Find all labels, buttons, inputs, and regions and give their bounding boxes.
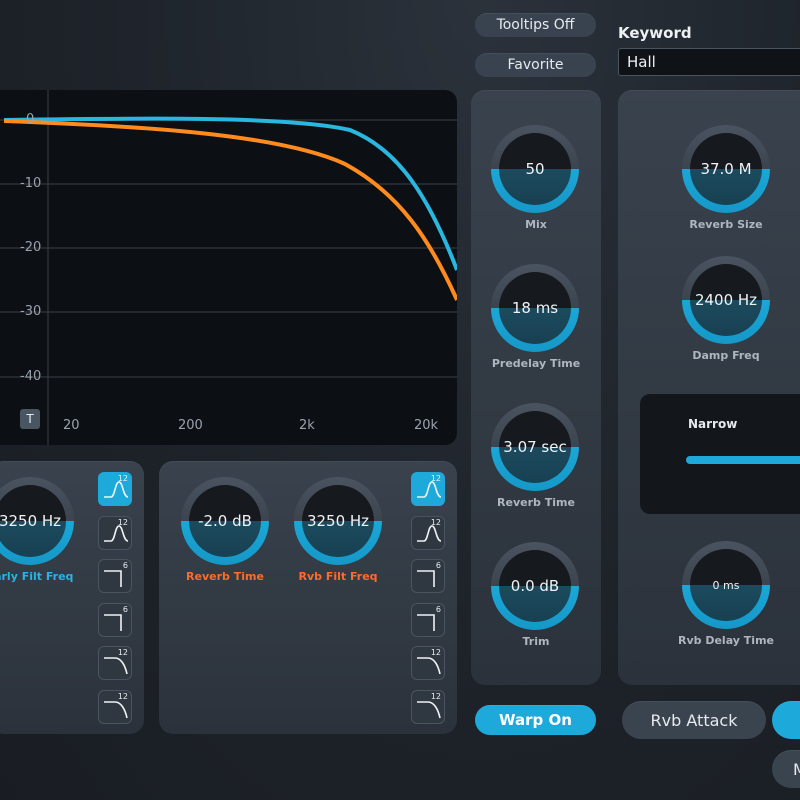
- response-curve-orange: [3, 119, 457, 301]
- keyword-label: Keyword: [618, 24, 692, 42]
- y-label-10: -10: [20, 176, 42, 191]
- predelay-time-label: Predelay Time: [491, 357, 581, 370]
- rvb-filt-freq-knob[interactable]: 3250 Hz: [294, 477, 382, 565]
- filter-order-label: 6: [435, 604, 441, 614]
- filter-order-label: 6: [122, 561, 128, 570]
- filter-shape-icon: [104, 700, 128, 718]
- mix-value: 50: [499, 133, 571, 205]
- filter-order-label: 6: [122, 604, 128, 614]
- reverb-time-knob[interactable]: 3.07 sec: [491, 403, 579, 491]
- early-filt-freq-knob[interactable]: 3250 Hz: [0, 477, 74, 565]
- early-filter-type-button-4[interactable]: 6: [98, 602, 132, 637]
- frequency-response-graph[interactable]: 0 -10 -20 -30 -40 20 200 2k 20k T: [0, 90, 457, 445]
- filter-order-label: 12: [430, 648, 441, 657]
- y-label-30: -30: [20, 304, 42, 319]
- filter-shape-icon: [417, 613, 435, 631]
- filter-shape-icon: [417, 570, 435, 587]
- filter-shape-icon: [417, 481, 442, 498]
- filter-shape-icon: [104, 481, 129, 498]
- early-filt-freq-label: Early Filt Freq: [0, 570, 74, 583]
- filter-shape-icon: [104, 524, 129, 542]
- trim-knob[interactable]: 0.0 dB: [491, 542, 579, 630]
- reverb-filter-type-button-5[interactable]: 12: [411, 646, 445, 680]
- filter-order-label: 12: [117, 474, 128, 483]
- damp-freq-knob[interactable]: 2400 Hz: [682, 256, 770, 344]
- early-filt-freq-value: 3250 Hz: [0, 485, 66, 557]
- trim-value: 0.0 dB: [499, 550, 571, 622]
- filter-shape-icon: [104, 657, 128, 675]
- rvb-delay-time-knob[interactable]: 0 ms: [682, 541, 770, 629]
- rvb-attack-button[interactable]: Rvb Attack: [622, 701, 766, 739]
- favorite-button[interactable]: Favorite: [475, 53, 596, 77]
- reverb-size-knob[interactable]: 37.0 M: [682, 125, 770, 213]
- damp-freq-value: 2400 Hz: [690, 264, 762, 336]
- reverb-size-value: 37.0 M: [690, 133, 762, 205]
- m-button[interactable]: M: [772, 750, 800, 788]
- reverb-time-gain-label: Reverb Time: [186, 570, 264, 583]
- mix-label: Mix: [525, 218, 547, 231]
- mix-knob[interactable]: 50: [491, 125, 579, 213]
- reverb-filter-type-button-6[interactable]: 12: [411, 689, 445, 724]
- filter-order-label: 12: [430, 517, 441, 527]
- accent-button[interactable]: [772, 701, 800, 739]
- filter-order-label: 12: [430, 691, 441, 701]
- filter-shape-icon: [104, 570, 122, 587]
- reverb-size-label: Reverb Size: [689, 218, 763, 231]
- filter-order-label: 12: [117, 517, 128, 527]
- filter-order-label: 12: [117, 691, 128, 701]
- filter-order-label: 12: [430, 474, 441, 483]
- narrow-slider[interactable]: [686, 456, 800, 464]
- tooltips-toggle-button[interactable]: Tooltips Off: [475, 13, 596, 37]
- early-filter-type-button-2[interactable]: 12: [98, 515, 132, 550]
- keyword-value: Hall: [627, 53, 656, 71]
- reverb-filter-type-button-2[interactable]: 12: [411, 515, 445, 550]
- reverb-time-label: Reverb Time: [497, 496, 575, 509]
- filter-shape-icon: [417, 657, 441, 675]
- filter-shape-icon: [104, 613, 122, 631]
- narrow-control-panel: Narrow: [640, 394, 800, 514]
- x-label-2k: 2k: [299, 418, 315, 433]
- rvb-delay-time-value: 0 ms: [690, 549, 762, 621]
- keyword-field[interactable]: Hall: [618, 48, 800, 76]
- predelay-time-knob[interactable]: 18 ms: [491, 264, 579, 352]
- rvb-filt-freq-label: Rvb Filt Freq: [298, 570, 378, 583]
- trim-label: Trim: [522, 635, 550, 648]
- early-filter-type-button-1[interactable]: 12: [98, 472, 132, 506]
- filter-shape-icon: [417, 700, 441, 718]
- reverb-filter-type-button-1[interactable]: 12: [411, 472, 445, 506]
- x-label-20k: 20k: [414, 418, 439, 433]
- y-label-20: -20: [20, 240, 42, 255]
- reverb-time-value: 3.07 sec: [499, 411, 571, 483]
- y-label-0: 0: [26, 112, 35, 127]
- reverb-time-gain-value: -2.0 dB: [189, 485, 261, 557]
- rvb-delay-time-label: Rvb Delay Time: [678, 634, 774, 647]
- t-button[interactable]: T: [20, 409, 40, 429]
- x-label-200: 200: [178, 418, 203, 433]
- response-curve-blue: [3, 116, 457, 271]
- reverb-time-gain-knob[interactable]: -2.0 dB: [181, 477, 269, 565]
- filter-order-label: 12: [117, 648, 128, 657]
- y-label-40: -40: [20, 369, 42, 384]
- warp-toggle-button[interactable]: Warp On: [475, 705, 596, 735]
- x-label-20: 20: [63, 418, 80, 433]
- predelay-time-value: 18 ms: [499, 272, 571, 344]
- early-filter-type-button-5[interactable]: 12: [98, 646, 132, 680]
- early-filter-type-button-3[interactable]: 6: [98, 559, 132, 593]
- rvb-filt-freq-value: 3250 Hz: [302, 485, 374, 557]
- reverb-filter-type-button-3[interactable]: 6: [411, 559, 445, 593]
- damp-freq-label: Damp Freq: [692, 349, 760, 362]
- early-filter-type-button-6[interactable]: 12: [98, 689, 132, 724]
- graph-canvas: [0, 90, 457, 445]
- filter-order-label: 6: [435, 561, 441, 570]
- filter-shape-icon: [417, 524, 442, 542]
- narrow-label: Narrow: [688, 417, 738, 431]
- reverb-filter-type-button-4[interactable]: 6: [411, 602, 445, 637]
